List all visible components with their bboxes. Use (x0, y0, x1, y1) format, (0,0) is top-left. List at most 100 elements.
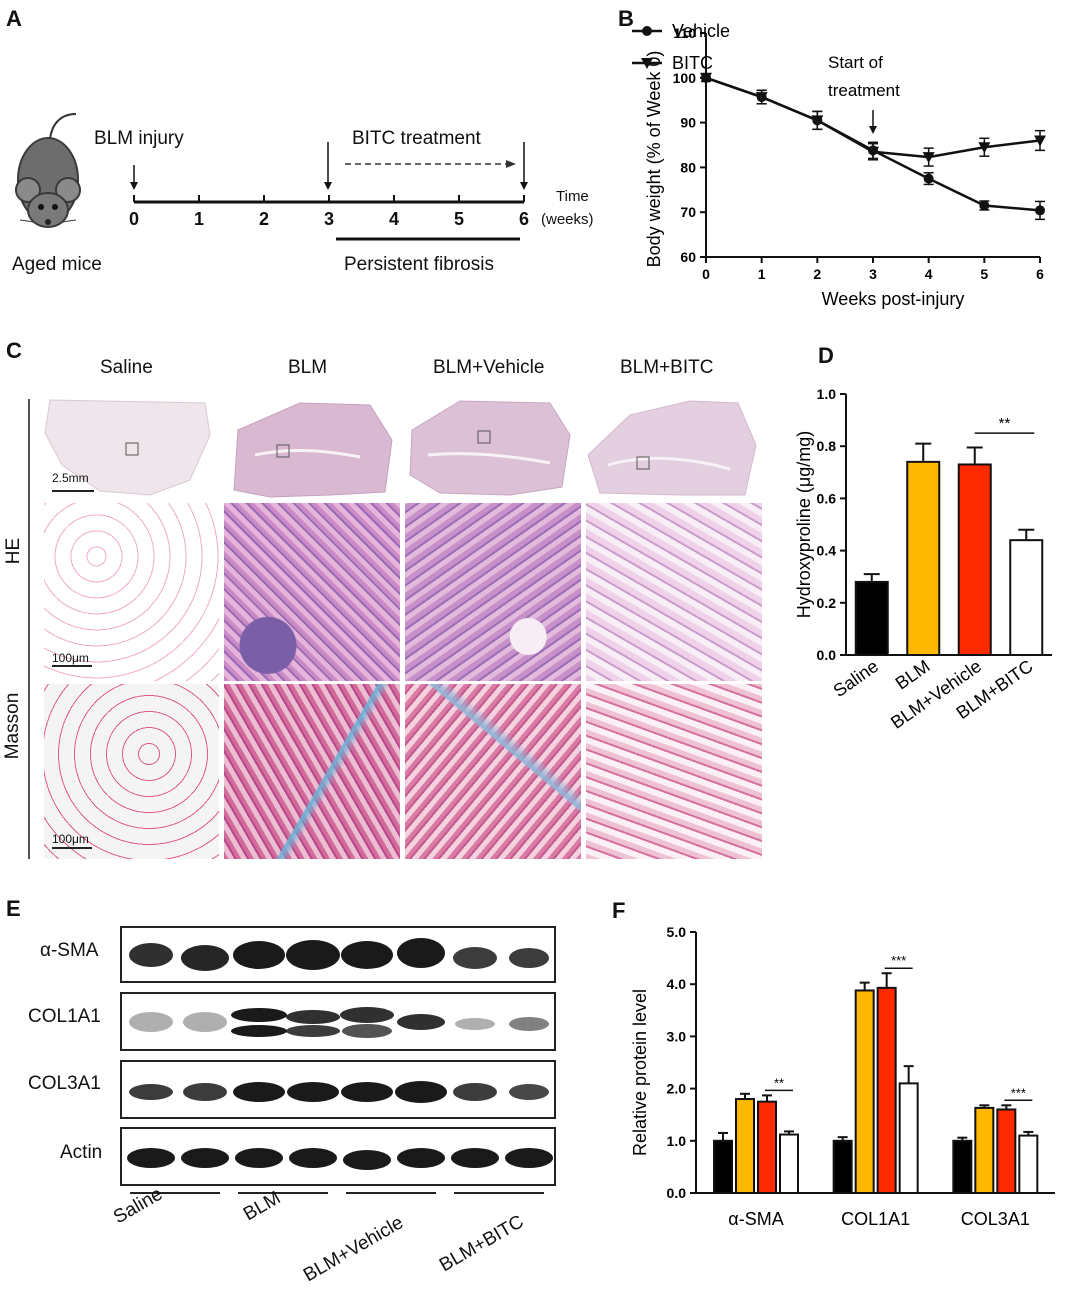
relative-protein-chart: 0.0 1.0 2.0 3.0 4.0 5.0 Relative protein level… (630, 924, 1055, 1229)
masson-scale-bar (52, 847, 92, 849)
row-label-he: HE (3, 537, 24, 565)
y-tick-label: 0.0 (667, 1185, 687, 1201)
y-tick-label: 1.0 (667, 1133, 687, 1149)
mouse-illustration (15, 113, 81, 228)
point-bitc (700, 72, 712, 84)
blot-strip-asma (120, 926, 556, 983)
bar-col1a1-blm-vehicle (876, 986, 897, 1194)
blot-label-col1a1: COL1A1 (28, 1006, 101, 1027)
bar-col1a1-saline (832, 1139, 853, 1195)
significance-label: *** (1011, 1085, 1026, 1100)
panel-f-chart: 0.0 1.0 2.0 3.0 4.0 5.0 Relative protein level… (600, 910, 1065, 1287)
significance-label: ** (999, 415, 1011, 432)
blot-label-col3a1: COL3A1 (28, 1073, 101, 1094)
bar-blm-bitc (1009, 539, 1044, 656)
point-vehicle (923, 173, 934, 184)
masson-tile-saline (44, 684, 219, 859)
blot-strip-col3a1 (120, 1060, 556, 1119)
y-tick-label: 0.6 (817, 490, 837, 506)
legend-label-vehicle: Vehicle (672, 21, 730, 41)
col-label-blm-vehicle: BLM+Vehicle (433, 357, 545, 378)
timeline-tick-3: 3 (324, 209, 335, 229)
x-tick-label: 2 (813, 266, 821, 282)
blot-strip-actin (120, 1127, 556, 1186)
panel-label-d: D (818, 343, 834, 368)
y-axis-title: Body weight (% of Week 0) (644, 51, 664, 268)
he-tile-blm-vehicle (405, 503, 581, 681)
col-label-blm: BLM (288, 357, 328, 378)
x-tick-label: Saline (830, 656, 882, 701)
timeline-tick-2: 2 (259, 209, 270, 229)
y-tick-label: 0.0 (817, 647, 837, 663)
blot-strip-col1a1 (120, 992, 556, 1051)
panel-label-f: F (612, 898, 626, 923)
hydroxyproline-chart: 0.0 0.2 0.4 0.6 0.8 1.0 Hydroxyproline (μg/mg)… (794, 386, 1052, 733)
group-label-saline: Saline (110, 1183, 167, 1229)
timeline-tick-0: 0 (129, 209, 140, 229)
bar-α-sma-saline (713, 1139, 733, 1195)
row-label-masson: Masson (2, 692, 23, 760)
x-tick-label: COL1A1 (841, 1209, 910, 1229)
group-line-saline (130, 1192, 220, 1194)
bitc-treatment-label: BITC treatment (352, 128, 481, 149)
time-label: Time (556, 188, 589, 205)
col-label-blm-bitc: BLM+BITC (620, 357, 714, 378)
y-tick-label: 2.0 (667, 1081, 687, 1097)
x-tick-label: COL3A1 (961, 1209, 1030, 1229)
panel-d-chart: 0.0 0.2 0.4 0.6 0.8 1.0 Hydroxyproline (μg/mg)… (790, 340, 1065, 760)
persistent-fibrosis-label: Persistent fibrosis (344, 254, 494, 275)
timeline-graphic (130, 142, 528, 241)
row-bracket (28, 399, 30, 859)
x-tick-label: 1 (758, 266, 766, 282)
x-tick-label: 6 (1036, 266, 1044, 282)
bar-α-sma-blm-vehicle (757, 1100, 777, 1194)
panel-label-a: A (6, 6, 22, 31)
point-bitc (922, 152, 935, 164)
weeks-label: (weeks) (541, 211, 594, 228)
group-label-blm-vehicle: BLM+Vehicle (300, 1212, 408, 1287)
panel-b-chart: 60 70 80 90 100 110 0 1 2 3 4 5 6 Weeks post-injury Bo… (612, 0, 1065, 330)
group-line-blm-vehicle (346, 1192, 436, 1194)
he-tile-blm (224, 503, 400, 681)
bar-col3a1-blm (974, 1106, 995, 1194)
timeline-tick-6: 6 (519, 209, 530, 229)
treatment-label: treatment (828, 81, 900, 100)
y-tick-label: 0.2 (817, 595, 837, 611)
masson-scale-label: 100μm (52, 832, 89, 846)
point-bitc (978, 142, 991, 154)
legend-label-bitc: BITC (672, 53, 713, 73)
masson-tile-blm-vehicle (405, 684, 581, 859)
lung-overview-row (44, 399, 757, 498)
bar-α-sma-blm-bitc (779, 1133, 799, 1194)
point-bitc (1034, 135, 1046, 147)
bar-col3a1-blm-bitc (1018, 1134, 1039, 1194)
y-tick-label: 1.0 (817, 386, 837, 402)
significance-label: *** (891, 953, 906, 968)
panel-c-histology: Saline BLM BLM+Vehicle BLM+BITC HE Masso… (0, 335, 800, 865)
y-tick-label: 80 (680, 159, 696, 175)
x-axis-title: Weeks post-injury (822, 289, 965, 309)
he-tile-blm-bitc (586, 503, 762, 681)
bar-col1a1-blm-bitc (898, 1082, 919, 1195)
timeline-tick-5: 5 (454, 209, 465, 229)
start-of-label: Start of (828, 53, 883, 72)
panel-label-c: C (6, 338, 22, 363)
group-line-blm-bitc (454, 1192, 544, 1194)
group-label-blm-bitc: BLM+BITC (436, 1211, 528, 1277)
bar-col3a1-blm-vehicle (996, 1108, 1017, 1194)
y-tick-label: 0.4 (817, 543, 837, 559)
blot-label-actin: Actin (60, 1142, 103, 1163)
overview-scale-label: 2.5mm (52, 471, 89, 485)
bar-blm (906, 460, 941, 656)
y-tick-label: 4.0 (667, 976, 687, 992)
y-tick-label: 110 (673, 25, 696, 41)
group-line-blm (238, 1192, 328, 1194)
y-tick-label: 100 (673, 70, 697, 86)
timeline-tick-1: 1 (194, 209, 205, 229)
blm-injury-label: BLM injury (94, 128, 184, 149)
x-tick-label: α-SMA (728, 1209, 783, 1229)
bar-saline (854, 580, 889, 656)
overview-scale-bar (52, 490, 94, 492)
he-scale-label: 100μm (52, 651, 89, 665)
y-axis-title: Hydroxyproline (μg/mg) (794, 431, 814, 618)
